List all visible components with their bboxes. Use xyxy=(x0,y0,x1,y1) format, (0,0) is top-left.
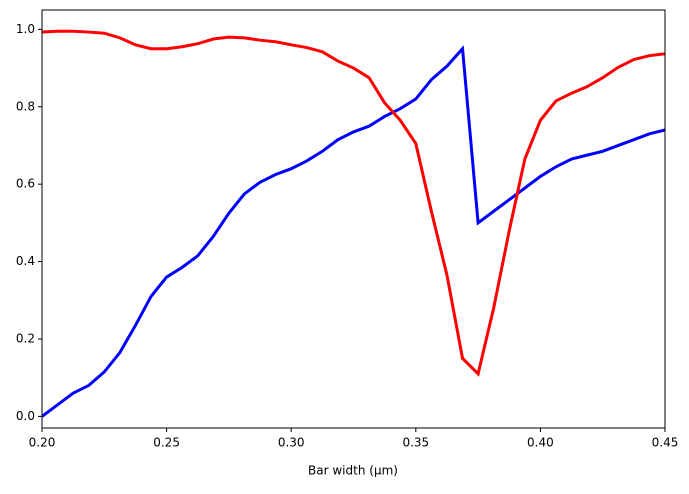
x-tick-label: 0.35 xyxy=(402,436,429,450)
y-tick-label: 0.8 xyxy=(16,99,35,113)
x-axis-label: Bar width (µm) xyxy=(308,464,398,478)
line-series xyxy=(42,29,665,377)
plot-frame xyxy=(41,9,666,429)
y-tick-label: 0.4 xyxy=(16,254,35,268)
x-tick-label: 0.20 xyxy=(29,436,56,450)
y-tick-label: 0.6 xyxy=(16,177,35,191)
x-tick-label: 0.25 xyxy=(153,436,180,450)
line-series xyxy=(42,45,665,418)
y-tick-label: 0.2 xyxy=(16,331,35,345)
x-tick-label: 0.45 xyxy=(652,436,679,450)
y-tick-label: 1.0 xyxy=(16,22,35,36)
x-tick-label: 0.40 xyxy=(527,436,554,450)
x-tick-label: 0.30 xyxy=(278,436,305,450)
y-tick-label: 0.0 xyxy=(16,409,35,423)
